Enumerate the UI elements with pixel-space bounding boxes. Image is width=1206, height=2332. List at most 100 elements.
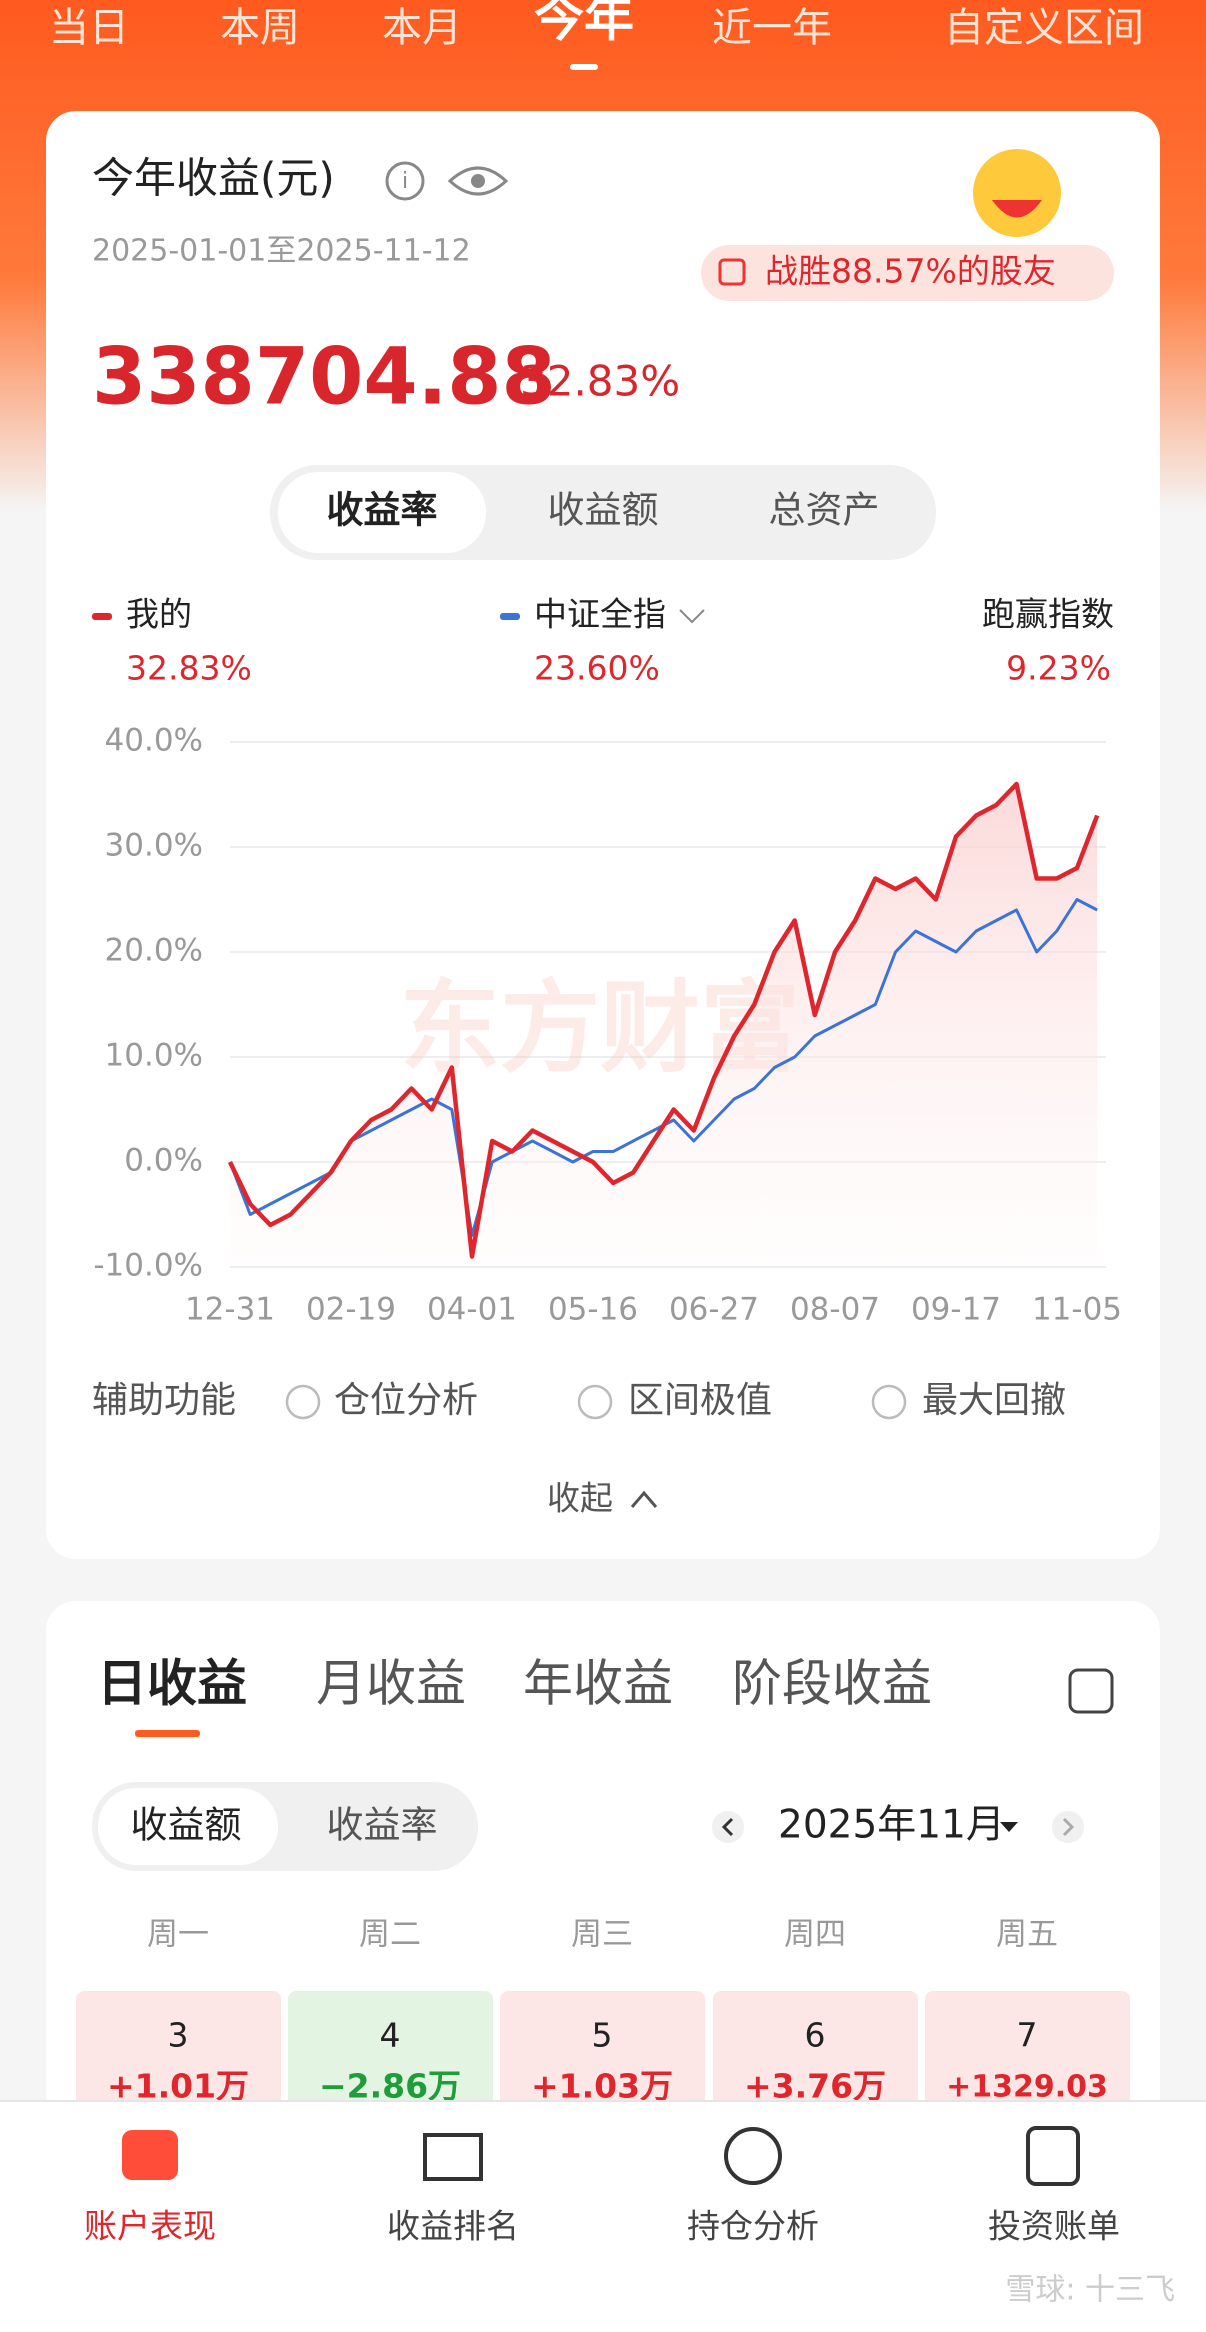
returns-tabs: 日收益 月收益 年收益 阶段收益	[97, 1655, 932, 1713]
share-icon	[718, 258, 746, 286]
x-tick-label: 05-16	[548, 1292, 638, 1328]
legend-value: 23.60%	[534, 649, 660, 688]
radio[interactable]	[285, 1384, 321, 1420]
x-tick-label: 04-01	[427, 1292, 517, 1328]
emoji	[973, 149, 1061, 237]
view-option[interactable]: 收益率	[327, 489, 438, 532]
aux-row: 辅助功能 仓位分析 区间极值 最大回撤	[92, 1380, 1066, 1421]
total-amount: 338704.88	[92, 332, 556, 422]
nav-label[interactable]: 账户表现	[84, 2207, 216, 2246]
x-tick-label: 11-05	[1032, 1292, 1122, 1328]
eye-pupil	[471, 174, 485, 188]
mode-selected	[98, 1788, 278, 1865]
weekday: 周四	[784, 1917, 846, 1953]
day-value: +3.76万	[744, 2067, 886, 2106]
aux-option[interactable]: 仓位分析	[334, 1380, 478, 1421]
view-option[interactable]: 收益额	[548, 489, 659, 532]
returns-tab-indicator	[135, 1730, 200, 1737]
x-tick-label: 06-27	[669, 1292, 759, 1328]
y-tick-label: 30.0%	[105, 828, 203, 864]
bottom-nav	[0, 2101, 1206, 2328]
calendar: 周一 周二 周三 周四 周五 3 +1.01万 4 −2.86万 5 +1.03万 6 +3.76万 7 +…	[76, 1917, 1130, 2131]
next-month[interactable]	[1052, 1811, 1084, 1843]
nav-icon	[724, 2127, 782, 2185]
share-button[interactable]	[1068, 1668, 1114, 1714]
series-line	[227, 781, 1100, 1259]
nav-label[interactable]: 收益排名	[387, 2207, 519, 2246]
nav-icon	[122, 2130, 178, 2180]
nav-labels: 账户表现 收益排名 持仓分析 投资账单	[84, 2207, 1120, 2246]
day-cell[interactable]	[500, 1991, 705, 2131]
period-tab[interactable]: 自定义区间	[944, 5, 1144, 51]
date-range: 2025-01-01至2025-11-12	[92, 234, 471, 269]
collapse[interactable]: 收起	[547, 1479, 613, 1518]
radio[interactable]	[577, 1384, 613, 1420]
area	[230, 784, 1098, 1267]
day-value: +1.03万	[531, 2067, 673, 2106]
legend-value: 32.83%	[126, 649, 252, 688]
period-tab[interactable]: 本月	[382, 5, 462, 51]
mode-option[interactable]: 收益率	[327, 1804, 438, 1847]
nav-label[interactable]: 持仓分析	[687, 2207, 819, 2246]
y-tick-label: 40.0%	[105, 723, 203, 759]
excess-value: 9.23%	[1006, 649, 1111, 688]
radio[interactable]	[871, 1384, 907, 1420]
next-arrow	[1062, 1817, 1075, 1837]
nav-icon	[423, 2133, 483, 2181]
period-tab[interactable]: 今年	[534, 0, 634, 48]
period-tab[interactable]: 本周	[220, 5, 300, 51]
day-cell[interactable]	[76, 1991, 281, 2131]
y-tick-label: 0.0%	[124, 1143, 203, 1179]
day-number: 6	[805, 2016, 826, 2055]
view-options: 收益率 收益额 总资产	[327, 489, 880, 532]
view-option[interactable]: 总资产	[769, 489, 880, 532]
aux-option[interactable]: 区间极值	[628, 1380, 772, 1421]
x-tick-label: 09-17	[911, 1292, 1001, 1328]
returns-tab[interactable]: 日收益	[97, 1655, 247, 1713]
excess-label: 跑赢指数	[982, 595, 1114, 634]
weekday: 周二	[359, 1917, 421, 1953]
y-tick-label: 10.0%	[105, 1038, 203, 1074]
mode-option[interactable]: 收益额	[131, 1804, 242, 1847]
total-rate: 32.83%	[520, 357, 680, 406]
card-title: 今年收益(元)	[92, 154, 335, 203]
collapse-arrow	[630, 1490, 658, 1508]
month[interactable]: 2025年11月	[778, 1803, 1005, 1848]
emoji-mouth	[992, 200, 1042, 218]
day-number: 7	[1017, 2016, 1038, 2055]
period-tab[interactable]: 当日	[49, 5, 129, 51]
day-cell[interactable]	[925, 1991, 1130, 2131]
eye-icon[interactable]	[447, 166, 509, 196]
day-value: +1329.03	[946, 2070, 1108, 2105]
period-tab[interactable]: 近一年	[712, 5, 832, 51]
period-tabs: 当日 本周 本月 今年 近一年 自定义区间	[49, 0, 1144, 51]
badge[interactable]	[701, 245, 1114, 301]
prev-month[interactable]	[712, 1811, 744, 1843]
day-number: 3	[168, 2016, 189, 2055]
x-tick-label: 12-31	[185, 1292, 275, 1328]
weekday: 周五	[996, 1917, 1058, 1953]
nav-label[interactable]: 投资账单	[988, 2207, 1120, 2246]
returns-tab[interactable]: 阶段收益	[732, 1655, 932, 1713]
returns-tab[interactable]: 月收益	[316, 1655, 466, 1713]
prev-arrow	[721, 1817, 734, 1837]
mode-options: 收益额 收益率	[131, 1804, 438, 1847]
x-tick-label: 02-19	[306, 1292, 396, 1328]
weekday: 周三	[571, 1917, 633, 1953]
month-dropdown	[1000, 1822, 1018, 1832]
info-icon[interactable]	[385, 161, 425, 201]
aux-option[interactable]: 最大回撤	[922, 1380, 1066, 1421]
legend-chevron	[679, 609, 705, 624]
y-tick-label: 20.0%	[105, 933, 203, 969]
returns-tab[interactable]: 年收益	[523, 1655, 673, 1713]
weekday: 周一	[147, 1917, 209, 1953]
day-number: 5	[592, 2016, 613, 2055]
day-cell[interactable]	[288, 1991, 493, 2131]
legend-name: 中证全指	[534, 595, 666, 634]
x-tick-label: 08-07	[790, 1292, 880, 1328]
line-chart: 我的 32.83% 中证全指 23.60% 跑赢指数 9.23% -10.0% 0.0% 10.…	[92, 595, 1122, 1328]
day-cell[interactable]	[713, 1991, 918, 2131]
day-value: −2.86万	[319, 2067, 461, 2106]
view-selected	[278, 472, 486, 553]
